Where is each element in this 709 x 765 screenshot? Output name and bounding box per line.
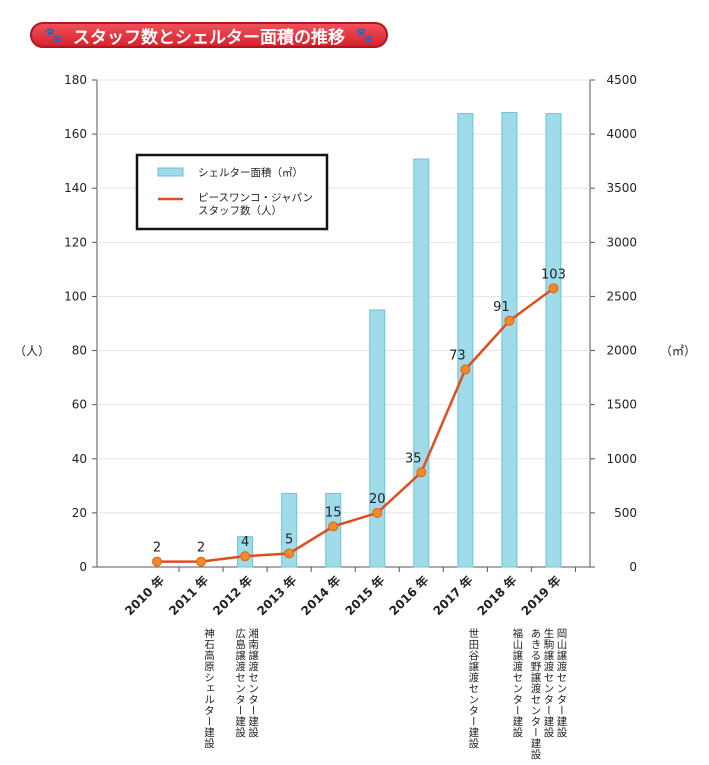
y2-tick-label: 4500 bbox=[606, 73, 637, 87]
paw-icon: 🐾 bbox=[355, 26, 374, 44]
line-series bbox=[157, 287, 555, 563]
annotation-line: 岡山譲渡センター建設 bbox=[555, 628, 568, 738]
chart-title: スタッフ数とシェルター面積の推移 bbox=[73, 27, 345, 48]
x-tick-label: 2013 年 bbox=[254, 573, 300, 619]
y-tick-label: 120 bbox=[64, 235, 87, 249]
line-point bbox=[240, 551, 251, 562]
x-tick-label: 2019 年 bbox=[518, 573, 564, 619]
y2-tick-label: 1500 bbox=[606, 398, 637, 412]
line-point bbox=[460, 364, 471, 375]
annotation-line: 湘南譲渡センター建設 bbox=[247, 628, 260, 738]
annotation: 神石高原シェルター建設 bbox=[202, 628, 215, 749]
y-tick-label: 100 bbox=[64, 289, 87, 303]
y-tick-label: 20 bbox=[72, 506, 87, 520]
data-label: 35 bbox=[405, 451, 422, 466]
legend-label-staff: ピースワンコ・ジャパン bbox=[198, 192, 313, 204]
data-label: 91 bbox=[493, 300, 510, 315]
y-tick-label: 40 bbox=[72, 452, 87, 466]
line-point bbox=[504, 315, 515, 326]
annotation-line: 生駒譲渡センター建設 bbox=[542, 628, 555, 738]
annotation-line: 広島譲渡センター建設 bbox=[234, 628, 247, 738]
x-tick-label: 2010 年 bbox=[121, 573, 167, 619]
y-tick-label: 160 bbox=[64, 127, 87, 141]
annotation: 世田谷譲渡センター建設 bbox=[466, 628, 479, 749]
x-tick-label: 2016 年 bbox=[386, 573, 432, 619]
x-tick-label: 2014 年 bbox=[298, 573, 344, 619]
y2-tick-label: 500 bbox=[614, 506, 637, 520]
y2-tick-label: 3000 bbox=[606, 235, 637, 249]
y-tick-label: 180 bbox=[64, 73, 87, 87]
data-label: 15 bbox=[325, 505, 342, 520]
annotation: 湘南譲渡センター建設 広島譲渡センター建設 bbox=[233, 628, 259, 738]
y2-tick-label: 2000 bbox=[606, 344, 637, 358]
y-tick-label: 80 bbox=[72, 344, 87, 358]
x-tick-label: 2018 年 bbox=[474, 573, 520, 619]
x-tick-label: 2015 年 bbox=[342, 573, 388, 619]
bar bbox=[369, 309, 386, 568]
y2-tick-label: 1000 bbox=[606, 452, 637, 466]
annotation-line: あきる野譲渡センター建設 bbox=[529, 628, 542, 760]
annotation-line: 神石高原シェルター建設 bbox=[203, 628, 216, 749]
y-tick-label: 60 bbox=[72, 398, 87, 412]
y-axis-label: （人） bbox=[14, 344, 50, 358]
annotation-line: 福山譲渡センター建設 bbox=[511, 628, 524, 738]
data-label: 103 bbox=[541, 267, 566, 282]
y-tick-label: 140 bbox=[64, 181, 87, 195]
legend-bar-swatch bbox=[157, 167, 184, 177]
annotation-line: 世田谷譲渡センター建設 bbox=[467, 628, 480, 749]
chart-title-banner: 🐾 スタッフ数とシェルター面積の推移 🐾 bbox=[30, 22, 388, 48]
data-label: 20 bbox=[369, 492, 386, 507]
bar bbox=[501, 111, 518, 568]
legend-label-staff-2: スタッフ数（人） bbox=[198, 204, 282, 217]
paw-icon: 🐾 bbox=[44, 26, 63, 44]
bar bbox=[281, 492, 298, 568]
y2-tick-label: 2500 bbox=[606, 289, 637, 303]
line-point bbox=[152, 556, 162, 567]
y-tick-label: 0 bbox=[79, 560, 87, 574]
y2-tick-label: 3500 bbox=[606, 181, 637, 195]
y2-axis-label: （㎡） bbox=[660, 344, 696, 358]
line-point bbox=[328, 521, 339, 532]
y2-tick-label: 0 bbox=[629, 560, 637, 574]
line-point bbox=[416, 467, 427, 478]
data-label: 4 bbox=[241, 535, 249, 550]
data-label: 2 bbox=[153, 541, 161, 556]
x-tick-label: 2011 年 bbox=[166, 573, 212, 619]
line-point bbox=[548, 283, 559, 294]
bar bbox=[457, 113, 474, 568]
x-tick-label: 2012 年 bbox=[210, 573, 256, 619]
line-point bbox=[196, 556, 207, 567]
y2-tick-label: 4000 bbox=[606, 127, 637, 141]
line-point bbox=[372, 507, 383, 518]
x-tick-label: 2017 年 bbox=[430, 573, 476, 619]
data-label: 2 bbox=[197, 541, 205, 556]
annotation: 岡山譲渡センター建設 生駒譲渡センター建設 あきる野譲渡センター建設 bbox=[528, 628, 567, 760]
data-label: 73 bbox=[449, 348, 466, 363]
annotation: 福山譲渡センター建設 bbox=[510, 628, 523, 738]
legend-label-area: シェルター面積（㎡） bbox=[198, 166, 303, 179]
data-label: 5 bbox=[285, 532, 293, 547]
legend-box bbox=[135, 153, 329, 231]
bar bbox=[545, 113, 562, 568]
line-point bbox=[284, 548, 295, 559]
bar bbox=[413, 158, 430, 568]
